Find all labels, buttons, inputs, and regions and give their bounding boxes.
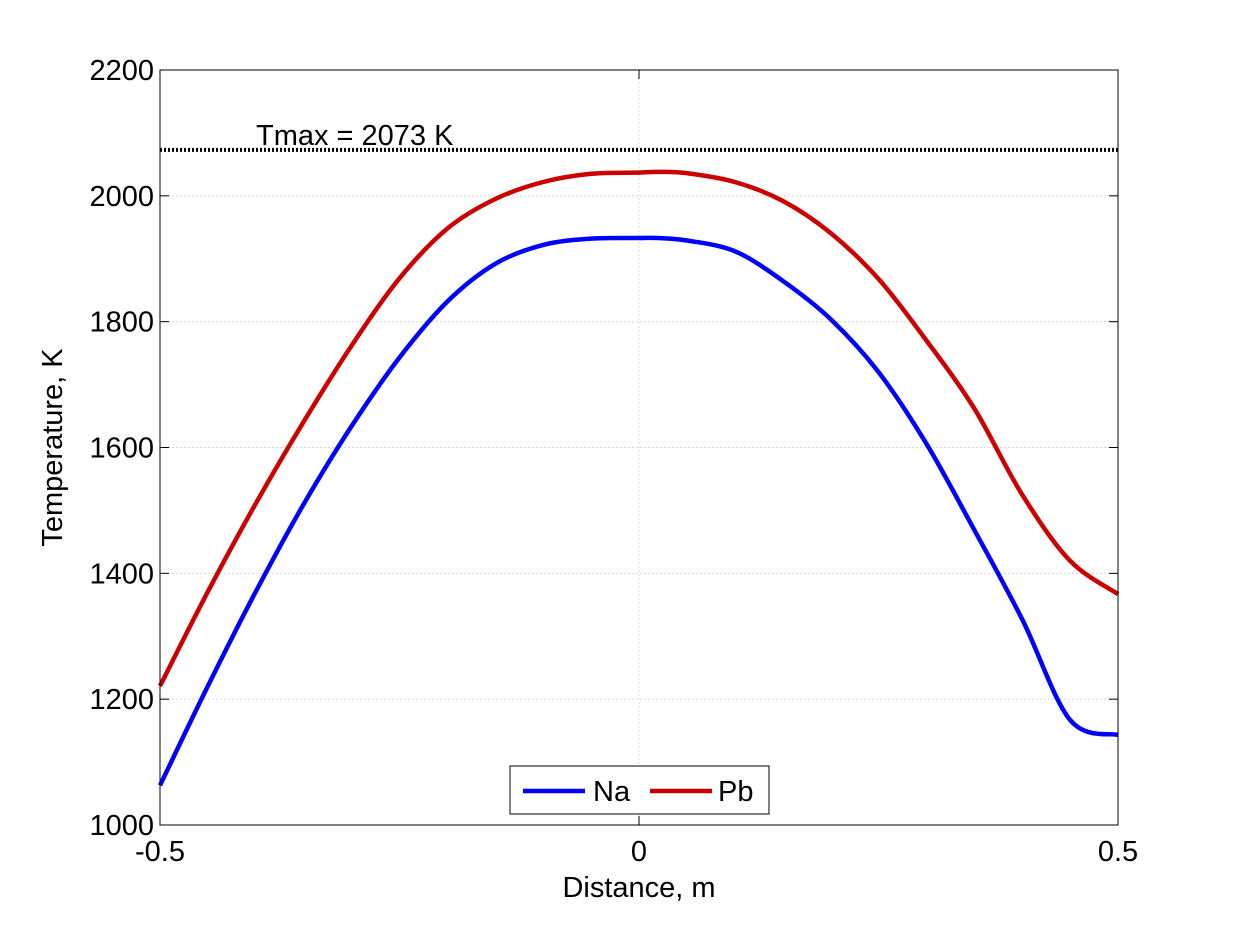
y-tick-label: 1800 [89, 307, 154, 339]
y-tick-label: 2000 [89, 181, 154, 213]
legend-box [509, 765, 770, 815]
y-axis-label: Temperature, K [37, 348, 69, 547]
legend-label-na: Na [593, 776, 631, 808]
legend: Na Pb [509, 765, 770, 815]
axis-ticks: 1000 1200 1400 1600 1800 2000 2200 -0.5 0 0.5 [89, 55, 1138, 868]
x-tick-label: 0.5 [1098, 836, 1138, 868]
y-tick-label: 2200 [89, 55, 154, 87]
x-axis-label: Distance, m [562, 872, 715, 904]
legend-label-pb: Pb [718, 776, 753, 808]
tmax-annotation: Tmax = 2073 K [256, 120, 454, 152]
series-line-na [157, 235, 1119, 787]
y-tick-label: 1600 [89, 433, 154, 465]
y-tick-label: 1400 [89, 558, 154, 590]
series-line-pb [157, 169, 1120, 688]
x-tick-label: 0 [631, 836, 647, 868]
y-tick-label: 1200 [89, 684, 154, 716]
grid-lines [160, 70, 1118, 825]
series-lines [157, 169, 1120, 787]
y-tick-label: 1000 [89, 810, 154, 842]
x-tick-label: -0.5 [135, 836, 185, 868]
